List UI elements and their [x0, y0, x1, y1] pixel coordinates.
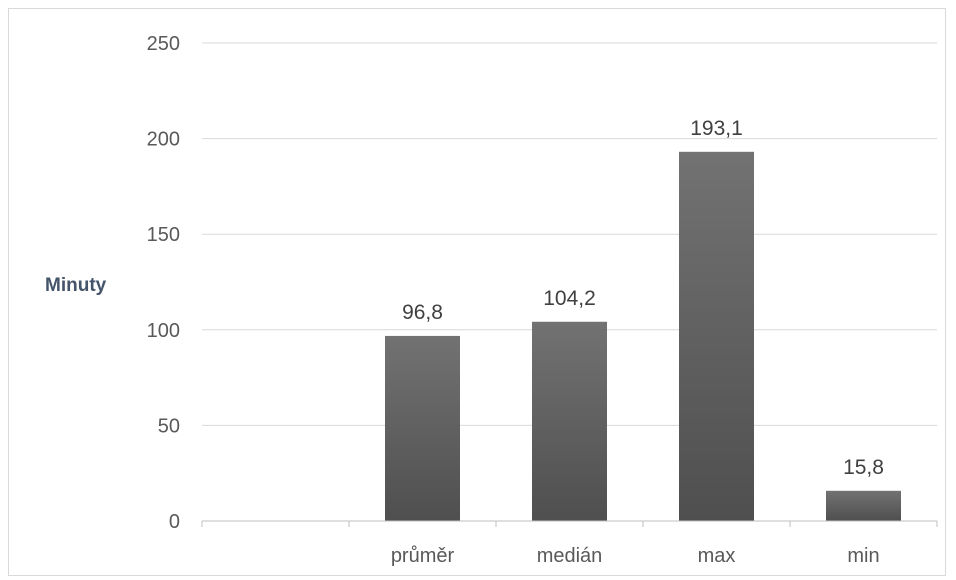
- bar-max: [679, 151, 754, 522]
- data-label: 15,8: [843, 456, 884, 479]
- y-tick-label: 0: [169, 511, 180, 533]
- bars: [385, 151, 901, 522]
- bar-medián: [532, 321, 607, 521]
- y-axis-title: Minuty: [45, 275, 107, 296]
- y-tick-label: 200: [147, 129, 180, 151]
- x-tick-label: průměr: [391, 545, 455, 567]
- x-tick-label: medián: [537, 545, 603, 567]
- y-tick-label: 100: [147, 320, 180, 342]
- data-label: 193,1: [690, 117, 743, 140]
- x-tick-label: max: [698, 545, 736, 567]
- data-label: 104,2: [543, 287, 596, 310]
- axes: [201, 520, 938, 527]
- labels: 0 50 100 150 200 250 96,8 průměr 104,2 medián 193,…: [147, 33, 884, 567]
- y-tick-label: 50: [158, 415, 180, 437]
- chart-frame: [8, 8, 946, 576]
- y-tick-label: 250: [147, 33, 180, 55]
- bar-min: [826, 490, 901, 521]
- bar-průměr: [385, 335, 460, 521]
- x-tick-label: min: [847, 545, 879, 567]
- y-tick-label: 150: [147, 224, 180, 246]
- data-label: 96,8: [402, 301, 443, 324]
